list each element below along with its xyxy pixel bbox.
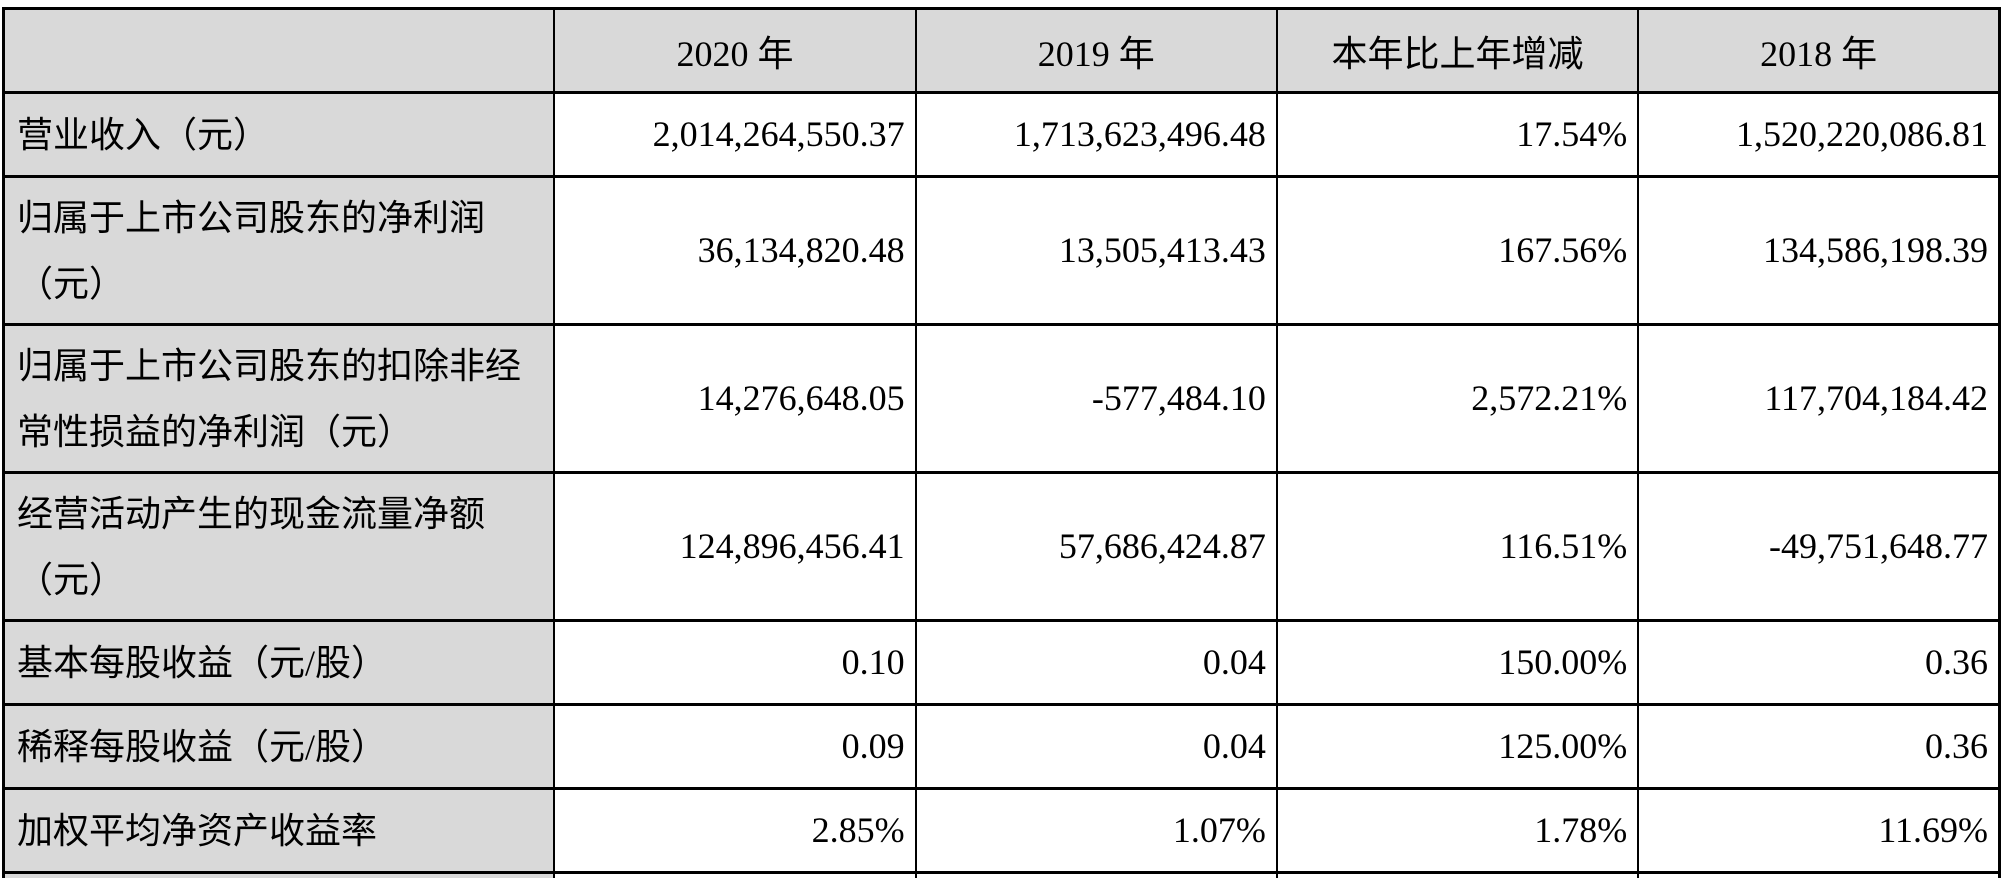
row-label: 归属于上市公司股东的净利润（元） — [2, 175, 556, 326]
table-row-weighted-avg-roe: 加权平均净资产收益率 2.85% 1.07% 1.78% 11.69% — [2, 787, 2001, 874]
table-cell: 17.54% — [1275, 91, 1640, 178]
table-cell: 150.00% — [1275, 619, 1640, 706]
table-cell: 0.09 — [553, 703, 917, 790]
table-cell: 0.10 — [553, 619, 917, 706]
row-label: 加权平均净资产收益率 — [2, 787, 556, 874]
table-cell: 36,134,820.48 — [553, 175, 917, 326]
table-cell: 167.56% — [1275, 175, 1640, 326]
table-cell: 0.36 — [1637, 703, 2001, 790]
table-row-revenue: 营业收入（元） 2,014,264,550.37 1,713,623,496.4… — [2, 91, 2001, 178]
table-cell: -49,751,648.77 — [1637, 471, 2001, 622]
row-label: 营业收入（元） — [2, 91, 556, 178]
table-cell: 14,276,648.05 — [553, 323, 917, 474]
table-cell — [1275, 871, 1640, 878]
column-header-2019: 2019 年 — [914, 7, 1278, 94]
row-label: 经营活动产生的现金流量净额（元） — [2, 471, 556, 622]
table-cell: 1.07% — [914, 787, 1278, 874]
table-cell: 13,505,413.43 — [914, 175, 1278, 326]
table-cell: 0.04 — [914, 703, 1278, 790]
column-header-yoy-change: 本年比上年增减 — [1275, 7, 1640, 94]
table-cell: -577,484.10 — [914, 323, 1278, 474]
table-cell: 1,713,623,496.48 — [914, 91, 1278, 178]
table-row-basic-eps: 基本每股收益（元/股） 0.10 0.04 150.00% 0.36 — [2, 619, 2001, 706]
table-cell: 11.69% — [1637, 787, 2001, 874]
table-cell — [553, 871, 917, 878]
column-header-2018: 2018 年 — [1637, 7, 2001, 94]
table-cell: 134,586,198.39 — [1637, 175, 2001, 326]
row-label: 基本每股收益（元/股） — [2, 619, 556, 706]
row-label — [2, 871, 556, 878]
table-row-net-profit: 归属于上市公司股东的净利润（元） 36,134,820.48 13,505,41… — [2, 175, 2001, 326]
financial-summary-table: 2020 年 2019 年 本年比上年增减 2018 年 营业收入（元） 2,0… — [2, 7, 2001, 878]
table-cell — [1637, 871, 2001, 878]
table-cell: 116.51% — [1275, 471, 1640, 622]
table-row-net-profit-excl-nonrecurring: 归属于上市公司股东的扣除非经常性损益的净利润（元） 14,276,648.05 … — [2, 323, 2001, 474]
table-cell: 1,520,220,086.81 — [1637, 91, 2001, 178]
table-cell: 117,704,184.42 — [1637, 323, 2001, 474]
column-header-empty — [2, 7, 556, 94]
table-cell: 0.36 — [1637, 619, 2001, 706]
table-cell: 124,896,456.41 — [553, 471, 917, 622]
table-cell: 2,014,264,550.37 — [553, 91, 917, 178]
row-label: 归属于上市公司股东的扣除非经常性损益的净利润（元） — [2, 323, 556, 474]
table-cell: 2.85% — [553, 787, 917, 874]
table-cell — [914, 871, 1278, 878]
table-cell: 0.04 — [914, 619, 1278, 706]
column-header-2020: 2020 年 — [553, 7, 917, 94]
table-row-diluted-eps: 稀释每股收益（元/股） 0.09 0.04 125.00% 0.36 — [2, 703, 2001, 790]
table-row-partial-clipped — [2, 871, 2001, 878]
table-cell: 1.78% — [1275, 787, 1640, 874]
table-row-operating-cash-flow: 经营活动产生的现金流量净额（元） 124,896,456.41 57,686,4… — [2, 471, 2001, 622]
table-cell: 57,686,424.87 — [914, 471, 1278, 622]
table-header-row: 2020 年 2019 年 本年比上年增减 2018 年 — [2, 7, 2001, 94]
table-cell: 125.00% — [1275, 703, 1640, 790]
row-label: 稀释每股收益（元/股） — [2, 703, 556, 790]
table-cell: 2,572.21% — [1275, 323, 1640, 474]
